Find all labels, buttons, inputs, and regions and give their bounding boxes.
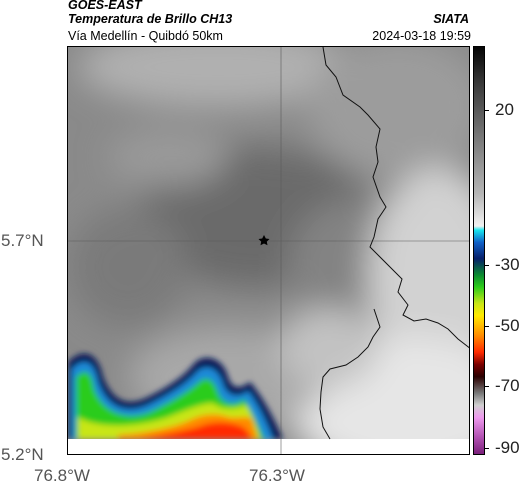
lat-label: 5.7°N xyxy=(1,231,44,250)
colorbar-label: -30 xyxy=(495,255,520,274)
satellite-map[interactable] xyxy=(67,46,470,455)
satellite-title: GOES-EAST xyxy=(68,0,142,12)
colorbar-label: 20 xyxy=(495,100,514,119)
boundary-line-south xyxy=(319,308,381,440)
colorbar-tick xyxy=(485,448,489,449)
colorbar-label: -90 xyxy=(495,438,520,457)
product-title: Temperatura de Brillo CH13 xyxy=(68,12,233,26)
colorbar-label: -70 xyxy=(495,376,520,395)
lon-label: 76.3°W xyxy=(249,466,305,485)
route-label: Vía Medellín - Quibdó 50km xyxy=(68,29,223,43)
no-data-strip xyxy=(68,439,469,454)
colorbar-tick xyxy=(485,326,489,327)
cold-cloud-tops xyxy=(68,353,283,439)
colorbar-tick xyxy=(485,265,489,266)
cloud-texture xyxy=(68,47,469,454)
star-icon[interactable] xyxy=(258,235,270,246)
organization-label: SIATA xyxy=(433,12,469,26)
lat-label: 5.2°N xyxy=(1,445,44,464)
boundary-line xyxy=(322,47,469,349)
timestamp-label: 2024-03-18 19:59 xyxy=(372,29,471,43)
lon-label: 76.8°W xyxy=(34,466,90,485)
colorbar-tick xyxy=(485,110,489,111)
colorbar xyxy=(473,46,485,455)
colorbar-label: -50 xyxy=(495,316,520,335)
colorbar-tick xyxy=(485,386,489,387)
